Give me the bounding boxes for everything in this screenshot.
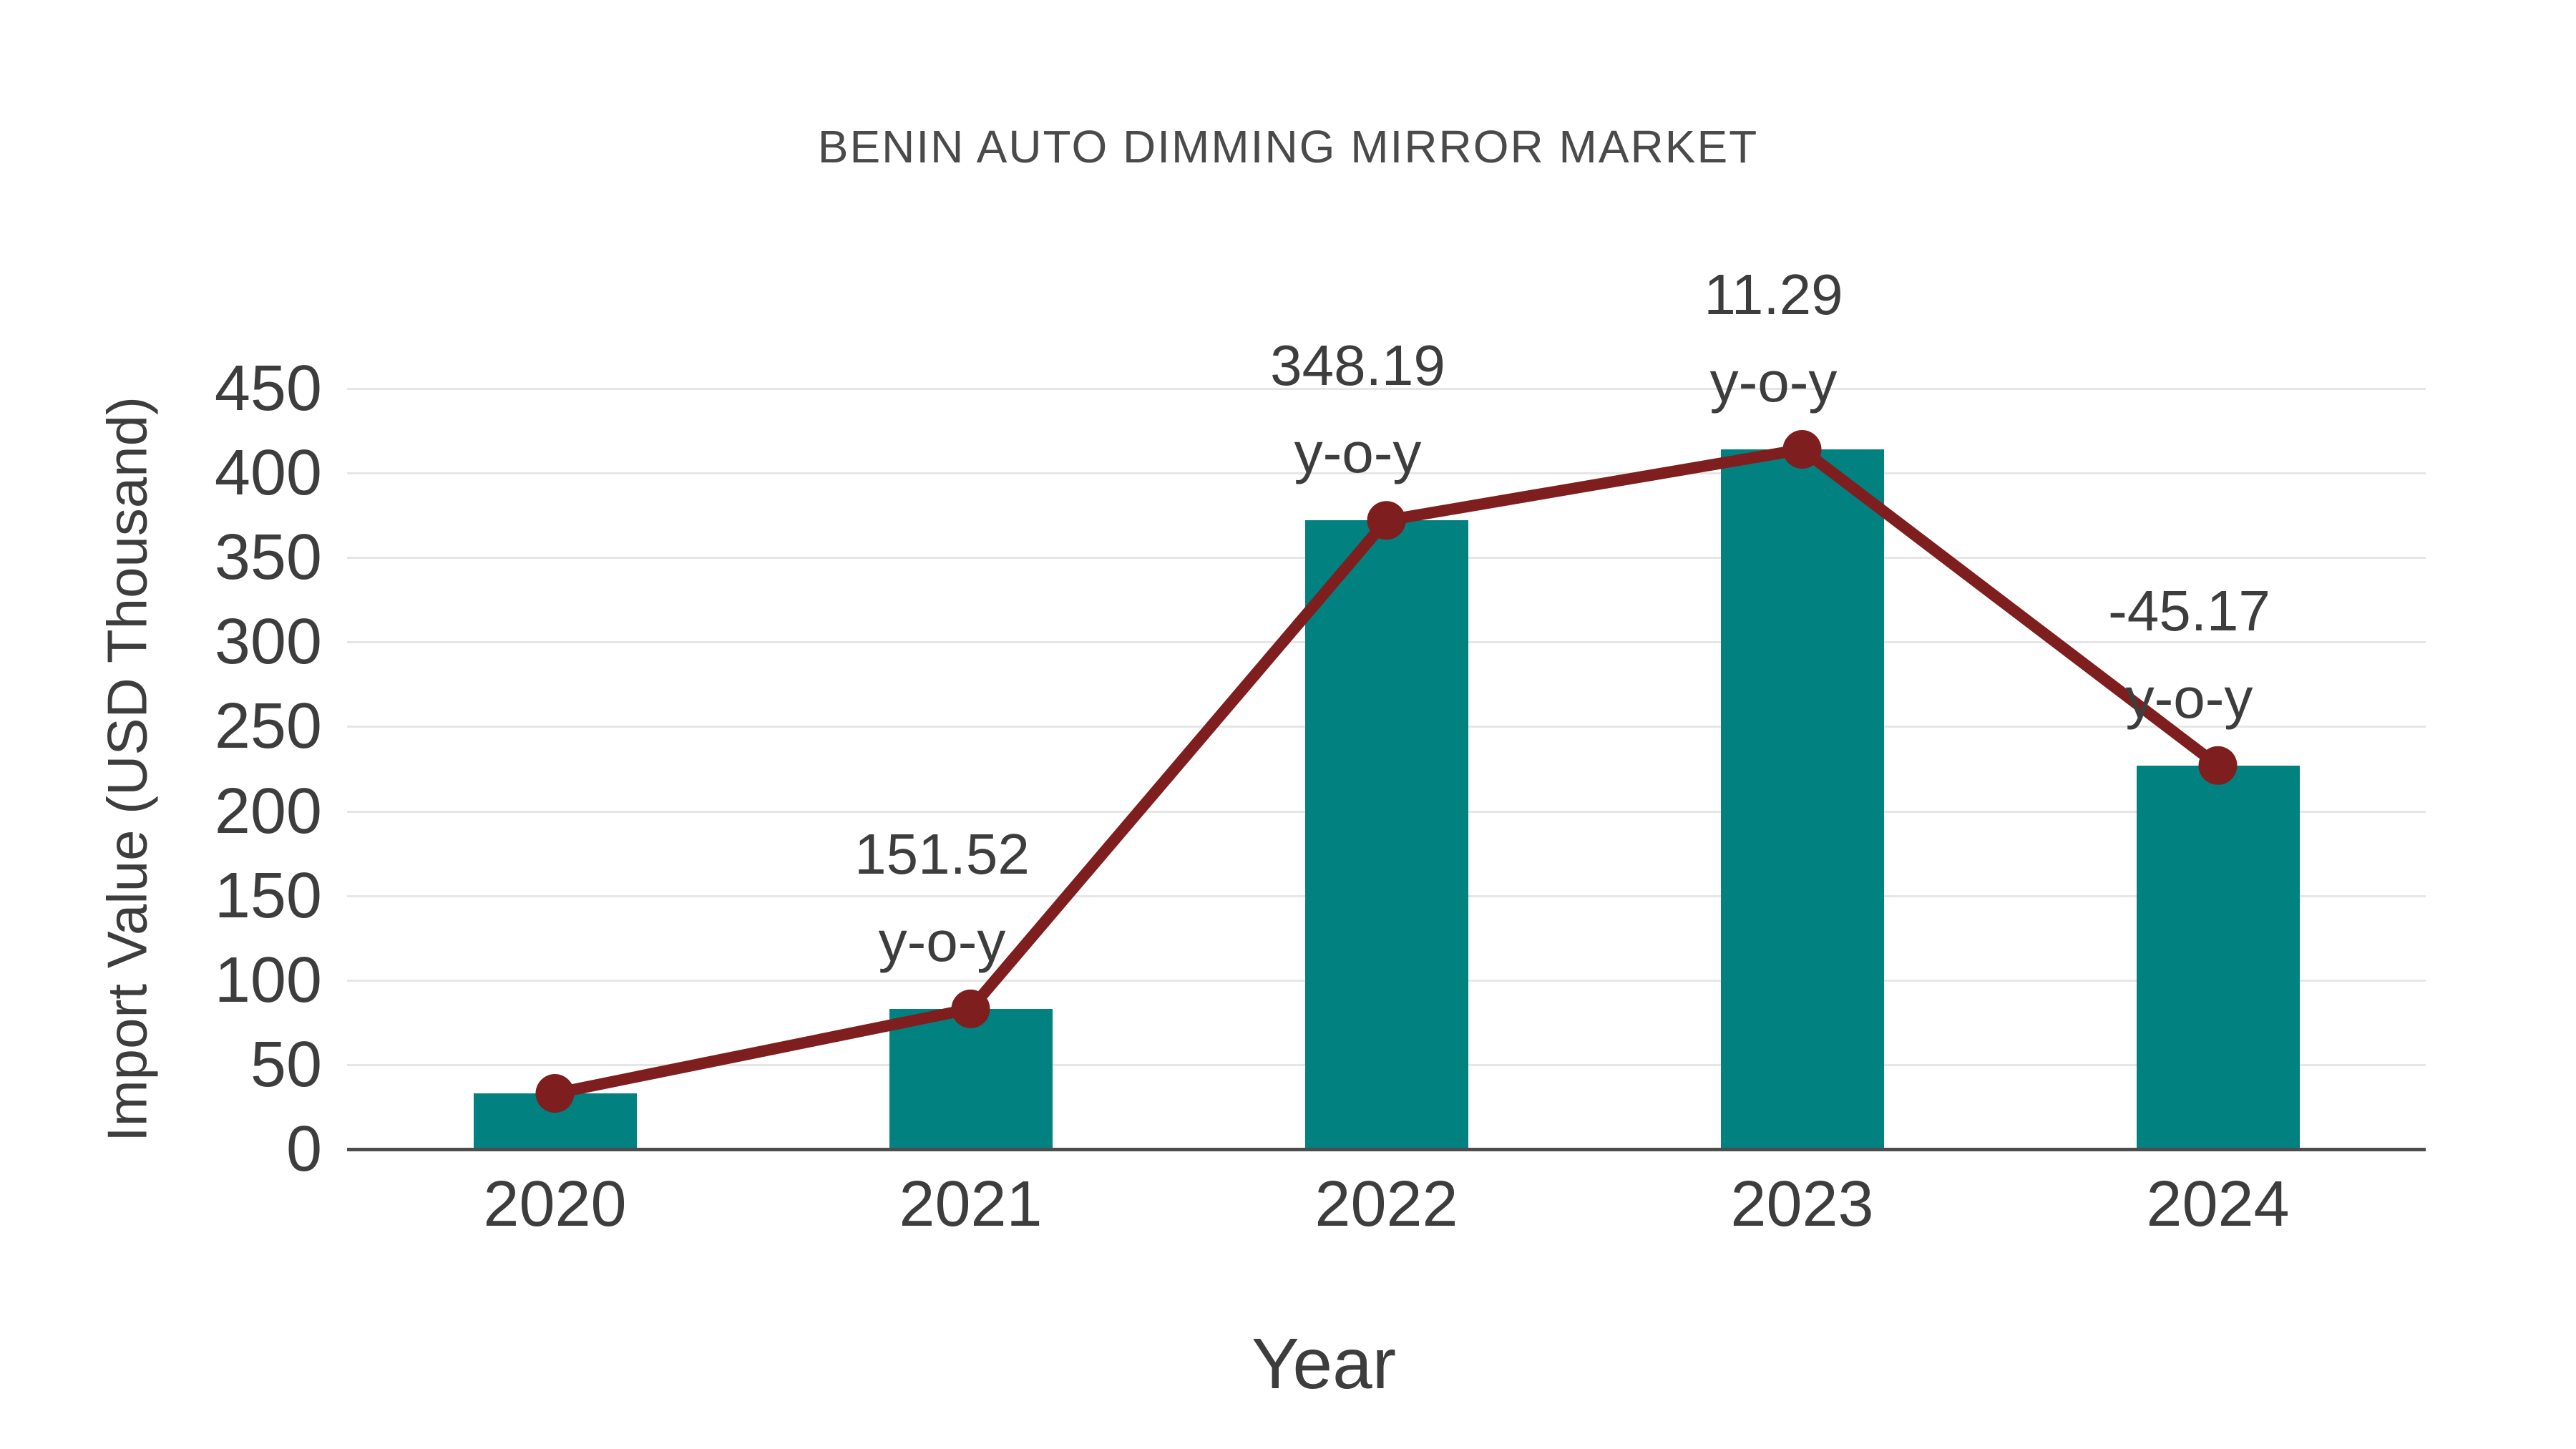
y-tick-label-100: 100 (214, 944, 322, 1016)
data-point-marker-2022 (1367, 501, 1406, 540)
bar-2024 (2136, 765, 2300, 1149)
x-tick-label-2024: 2024 (2146, 1169, 2290, 1240)
trend-line (553, 444, 2222, 1099)
yoy-suffix-label-2023: y-o-y (1709, 350, 1838, 414)
x-axis-title: Year (1251, 1324, 1397, 1404)
gridline-450 (347, 388, 2426, 390)
data-point-marker-2024 (2198, 746, 2238, 785)
trend-line-layer (535, 430, 2238, 1113)
bar-2022 (1304, 520, 1468, 1149)
yoy-suffix-label-2022: y-o-y (1294, 421, 1422, 485)
x-axis-line (347, 1148, 2426, 1151)
yoy-value-label-2021: 151.52 (854, 821, 1030, 886)
data-point-marker-2020 (535, 1074, 575, 1113)
x-tick-label-2020: 2020 (483, 1169, 627, 1240)
yoy-value-label-2023: 11.29 (1704, 263, 1843, 327)
bar-2021 (889, 1008, 1053, 1149)
y-tick-label-50: 50 (250, 1028, 322, 1101)
yoy-suffix-label-2024: y-o-y (2125, 665, 2253, 730)
x-tick-label-2023: 2023 (1730, 1169, 1874, 1240)
y-tick-label-350: 350 (214, 522, 322, 594)
gridline-400 (347, 472, 2426, 475)
data-point-marker-2021 (951, 989, 990, 1028)
yoy-value-label-2022: 348.19 (1270, 333, 1445, 398)
y-tick-label-0: 0 (286, 1113, 322, 1185)
chart-title: BENIN AUTO DIMMING MIRROR MARKET (817, 121, 1759, 172)
bar-2023 (1720, 449, 1884, 1149)
x-tick-label-2022: 2022 (1314, 1169, 1458, 1240)
yoy-suffix-label-2021: y-o-y (878, 909, 1006, 973)
y-tick-label-300: 300 (214, 606, 322, 678)
y-tick-label-150: 150 (214, 859, 322, 932)
y-tick-label-450: 450 (214, 353, 322, 424)
y-tick-label-200: 200 (214, 775, 322, 847)
y-tick-label-400: 400 (214, 437, 322, 509)
data-point-marker-2023 (1782, 430, 1822, 469)
x-tick-label-2021: 2021 (899, 1169, 1043, 1240)
yoy-value-label-2024: -45.17 (2108, 578, 2270, 643)
y-tick-label-250: 250 (214, 691, 322, 763)
